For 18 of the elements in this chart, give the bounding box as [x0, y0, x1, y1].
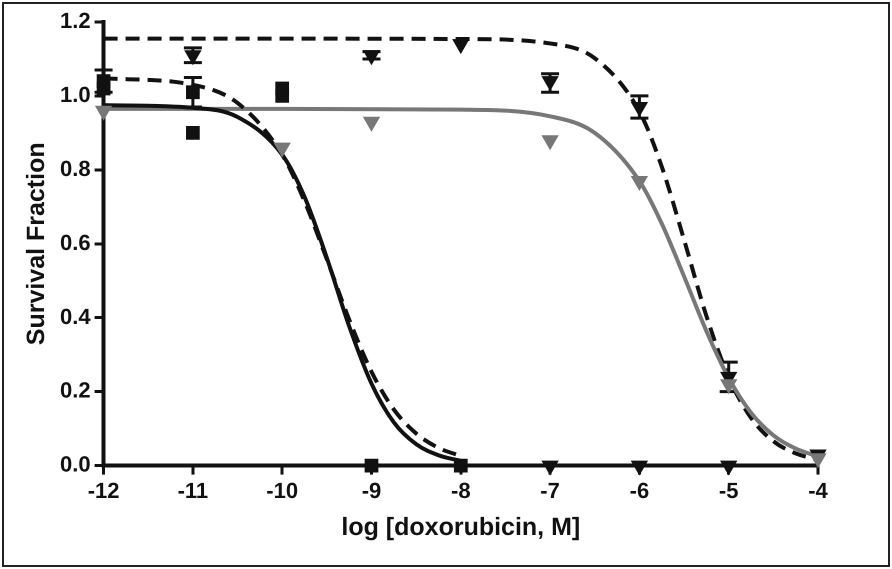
- y-tick-label: 0.8: [60, 156, 91, 181]
- x-tick-label: -5: [718, 478, 738, 503]
- x-tick-label: -11: [178, 478, 208, 503]
- y-axis-title: Survival Fraction: [22, 142, 50, 346]
- x-tick-label: -4: [808, 478, 829, 503]
- y-tick-label: 1.2: [60, 8, 91, 34]
- x-axis-title: log [doxorubicin, M]: [341, 512, 580, 541]
- y-tick-label: 0.2: [60, 378, 91, 403]
- y-tick-label: 0.4: [60, 304, 92, 329]
- x-tick-label: -10: [266, 478, 298, 503]
- x-tick-label: -7: [540, 478, 560, 503]
- x-tick-label: -6: [630, 478, 650, 503]
- y-tick-label: 1.0: [60, 82, 91, 107]
- y-tick-label: 0.6: [60, 230, 91, 255]
- x-tick-label: -8: [451, 478, 471, 503]
- x-tick-label: -9: [362, 478, 382, 503]
- y-tick-label: 0.0: [60, 452, 91, 477]
- x-tick-label: -12: [88, 478, 120, 503]
